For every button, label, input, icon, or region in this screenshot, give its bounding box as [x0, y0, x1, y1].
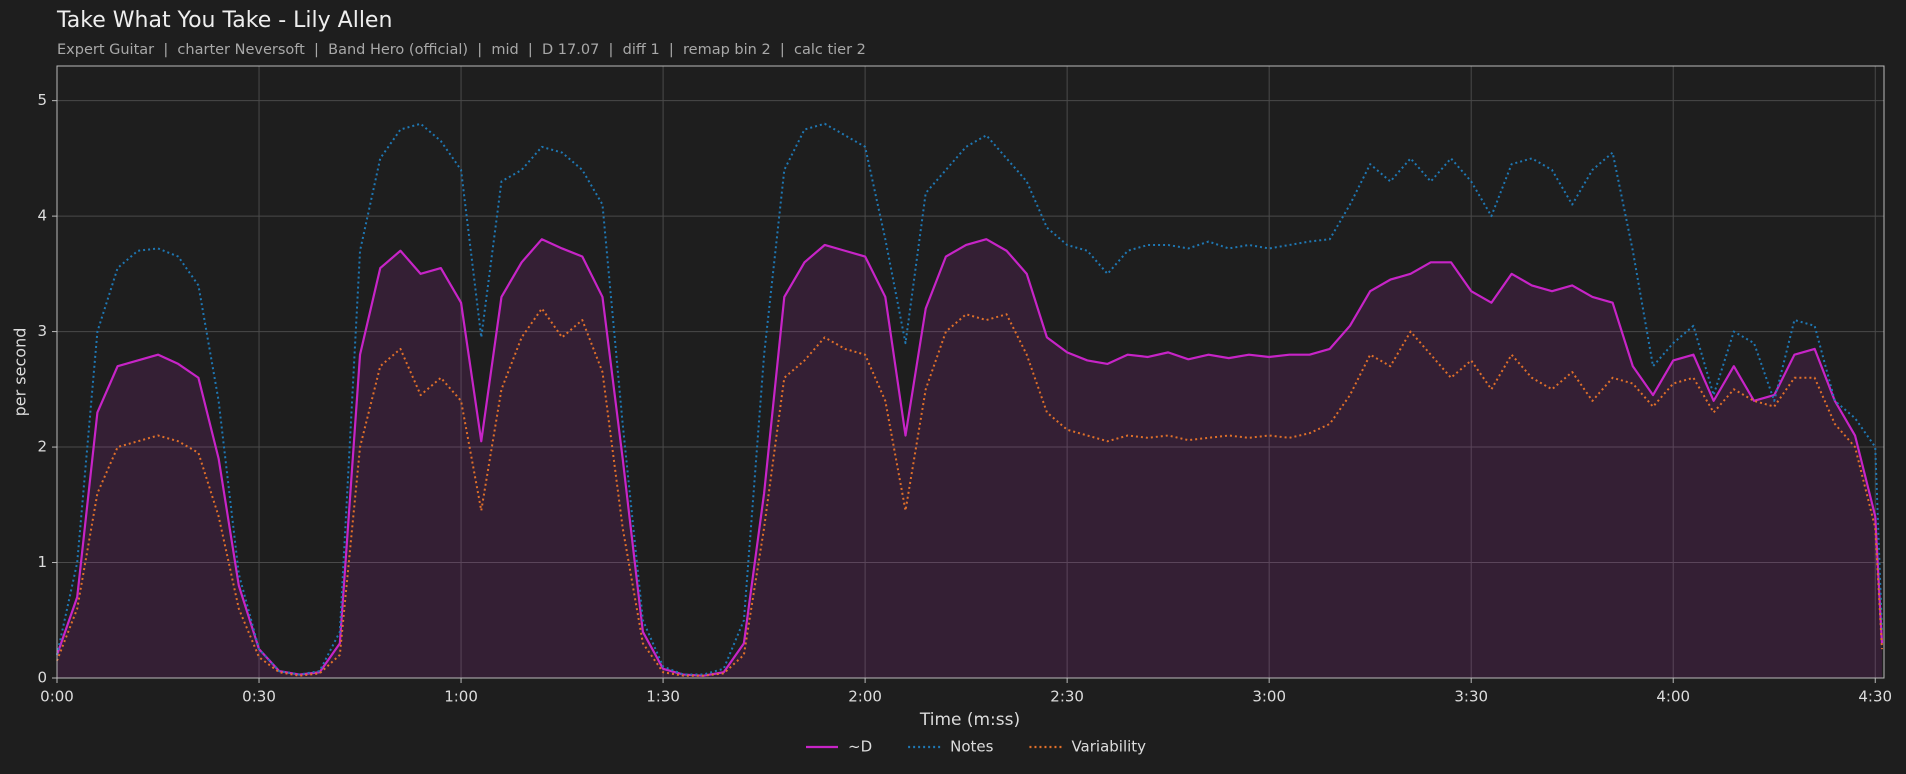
y-tick-label: 1: [37, 553, 47, 571]
x-tick-label: 1:30: [646, 688, 680, 706]
plot-frame: [56, 65, 1885, 679]
chart-title: Take What You Take - Lily Allen: [56, 8, 392, 33]
legend-label: Notes: [950, 738, 994, 756]
x-tick-label: 0:00: [40, 688, 74, 706]
x-tick-label: 0:30: [242, 688, 276, 706]
x-tick-label: 3:00: [1252, 688, 1286, 706]
legend: ~D Notes Variability: [806, 738, 1146, 756]
y-tick-label: 3: [37, 322, 47, 340]
y-tick-label: 5: [37, 91, 47, 109]
x-tick-label: 2:00: [848, 688, 882, 706]
y-tick-label: 2: [37, 438, 47, 456]
x-tick-label: 1:00: [444, 688, 478, 706]
x-tick-label: 4:00: [1656, 688, 1690, 706]
chart-subtitle: Expert Guitar | charter Neversoft | Band…: [57, 42, 866, 58]
area-fill: [57, 239, 1882, 678]
legend-label: Variability: [1071, 738, 1146, 756]
y-axis-label: per second: [11, 328, 30, 417]
y-tick-label: 4: [37, 207, 47, 225]
x-tick-label: 3:30: [1454, 688, 1488, 706]
y-tick-label: 0: [37, 669, 47, 687]
x-axis-label: Time (m:ss): [919, 710, 1020, 730]
series-line: [55, 238, 1884, 677]
x-tick-label: 2:30: [1050, 688, 1084, 706]
legend-label: ~D: [848, 738, 872, 756]
series-line: [56, 122, 1883, 676]
x-tick-label: 4:30: [1858, 688, 1892, 706]
